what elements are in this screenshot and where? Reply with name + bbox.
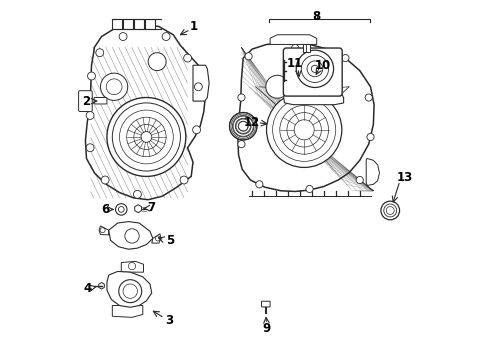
Circle shape bbox=[256, 181, 263, 188]
Circle shape bbox=[311, 65, 318, 72]
Text: 12: 12 bbox=[244, 116, 260, 129]
Circle shape bbox=[306, 185, 313, 193]
Circle shape bbox=[195, 83, 202, 91]
FancyBboxPatch shape bbox=[94, 98, 107, 104]
Polygon shape bbox=[193, 65, 209, 101]
FancyBboxPatch shape bbox=[283, 48, 342, 96]
Circle shape bbox=[162, 33, 170, 41]
Text: 9: 9 bbox=[262, 322, 270, 335]
FancyBboxPatch shape bbox=[123, 19, 133, 30]
Circle shape bbox=[116, 204, 127, 215]
Circle shape bbox=[184, 54, 192, 62]
Polygon shape bbox=[284, 93, 343, 105]
Circle shape bbox=[342, 54, 349, 62]
Circle shape bbox=[238, 140, 245, 148]
Circle shape bbox=[267, 92, 342, 167]
Polygon shape bbox=[122, 261, 144, 272]
Text: 6: 6 bbox=[101, 203, 109, 216]
Circle shape bbox=[100, 73, 128, 100]
Circle shape bbox=[148, 53, 166, 71]
Polygon shape bbox=[112, 306, 143, 318]
Polygon shape bbox=[99, 226, 109, 235]
Circle shape bbox=[107, 98, 186, 176]
FancyBboxPatch shape bbox=[303, 44, 310, 51]
Text: 1: 1 bbox=[190, 20, 198, 33]
Text: 10: 10 bbox=[315, 59, 331, 72]
Polygon shape bbox=[270, 35, 317, 44]
Circle shape bbox=[119, 33, 127, 41]
Text: 7: 7 bbox=[147, 201, 155, 214]
Circle shape bbox=[86, 144, 94, 152]
FancyBboxPatch shape bbox=[78, 91, 92, 112]
FancyBboxPatch shape bbox=[112, 19, 122, 30]
Circle shape bbox=[180, 176, 188, 184]
Circle shape bbox=[88, 72, 96, 80]
Text: 3: 3 bbox=[166, 314, 174, 327]
Polygon shape bbox=[152, 234, 161, 243]
Text: 8: 8 bbox=[313, 10, 321, 23]
Text: 4: 4 bbox=[83, 282, 91, 295]
Circle shape bbox=[238, 94, 245, 101]
Circle shape bbox=[356, 176, 364, 184]
FancyBboxPatch shape bbox=[134, 19, 144, 30]
Polygon shape bbox=[135, 205, 142, 213]
Circle shape bbox=[367, 134, 374, 140]
Circle shape bbox=[101, 176, 109, 184]
Circle shape bbox=[125, 229, 139, 243]
Text: 2: 2 bbox=[82, 95, 91, 108]
Circle shape bbox=[230, 113, 257, 140]
Polygon shape bbox=[366, 158, 379, 185]
Polygon shape bbox=[107, 271, 152, 307]
Circle shape bbox=[96, 49, 104, 57]
Text: 11: 11 bbox=[286, 57, 303, 70]
Circle shape bbox=[193, 126, 200, 134]
FancyBboxPatch shape bbox=[145, 19, 155, 30]
Circle shape bbox=[119, 280, 142, 303]
Polygon shape bbox=[109, 222, 153, 249]
Circle shape bbox=[266, 75, 289, 98]
Circle shape bbox=[230, 113, 257, 140]
Circle shape bbox=[381, 201, 399, 220]
Circle shape bbox=[296, 50, 334, 87]
Circle shape bbox=[365, 94, 372, 101]
FancyBboxPatch shape bbox=[262, 301, 270, 307]
Polygon shape bbox=[238, 43, 374, 192]
Polygon shape bbox=[85, 24, 205, 200]
Text: 13: 13 bbox=[396, 171, 413, 184]
Circle shape bbox=[86, 112, 94, 120]
Circle shape bbox=[245, 53, 252, 60]
Text: 5: 5 bbox=[166, 234, 174, 247]
Polygon shape bbox=[99, 283, 104, 289]
Circle shape bbox=[292, 44, 299, 51]
Circle shape bbox=[133, 190, 141, 198]
